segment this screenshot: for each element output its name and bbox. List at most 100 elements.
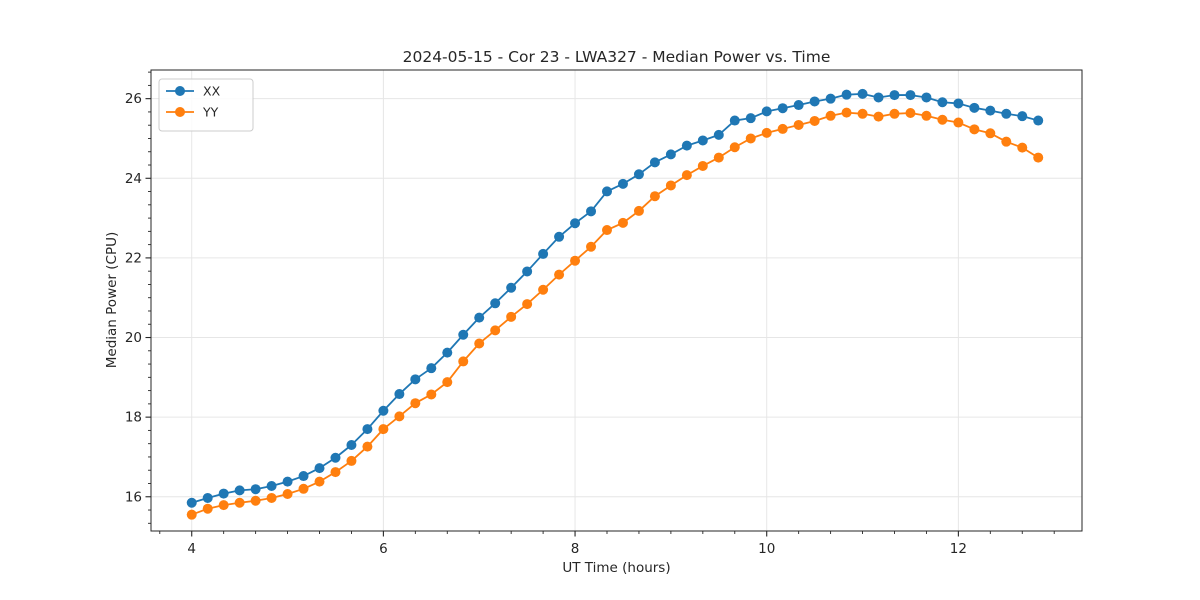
- data-point-YY: [522, 299, 533, 310]
- data-point-YY: [202, 503, 213, 514]
- data-point-YY: [586, 241, 597, 252]
- data-point-YY: [857, 108, 868, 119]
- data-point-XX: [873, 92, 884, 103]
- data-point-YY: [1017, 142, 1028, 153]
- data-point-YY: [186, 509, 197, 520]
- chart-title: 2024-05-15 - Cor 23 - LWA327 - Median Po…: [402, 48, 831, 66]
- x-tick-label: 12: [950, 541, 967, 557]
- x-tick-label: 8: [571, 541, 580, 557]
- data-point-XX: [969, 102, 980, 113]
- data-point-YY: [394, 411, 405, 422]
- data-point-YY: [298, 483, 309, 494]
- data-point-XX: [186, 497, 197, 508]
- legend-label: YY: [202, 105, 219, 120]
- y-tick-label: 18: [125, 410, 142, 426]
- data-point-XX: [538, 248, 549, 259]
- data-point-XX: [314, 463, 325, 474]
- data-point-XX: [825, 93, 836, 104]
- data-point-XX: [761, 106, 772, 117]
- data-point-XX: [841, 89, 852, 100]
- data-point-XX: [474, 312, 485, 323]
- legend-item-YY: YY: [166, 105, 219, 120]
- data-point-XX: [586, 206, 597, 217]
- data-point-XX: [346, 440, 357, 451]
- data-point-XX: [298, 471, 309, 482]
- data-point-XX: [633, 169, 644, 180]
- data-point-YY: [777, 123, 788, 134]
- data-point-YY: [697, 160, 708, 171]
- data-point-XX: [905, 90, 916, 101]
- data-point-XX: [681, 140, 692, 151]
- data-point-XX: [266, 481, 277, 492]
- data-point-XX: [522, 266, 533, 277]
- data-point-XX: [1017, 111, 1028, 122]
- data-point-YY: [713, 152, 724, 163]
- data-point-YY: [490, 325, 501, 336]
- data-point-XX: [937, 97, 948, 108]
- series-YY: [186, 107, 1044, 520]
- data-point-XX: [554, 231, 565, 242]
- data-point-YY: [649, 191, 660, 202]
- data-point-XX: [458, 329, 469, 340]
- data-point-YY: [266, 492, 277, 503]
- data-point-YY: [921, 110, 932, 121]
- data-point-YY: [346, 455, 357, 466]
- data-point-XX: [1033, 115, 1044, 126]
- x-tick-label: 6: [379, 541, 388, 557]
- data-point-YY: [250, 495, 261, 506]
- data-point-XX: [394, 389, 405, 400]
- series-line-YY: [191, 111, 1039, 516]
- data-point-YY: [905, 107, 916, 118]
- legend: XX YY: [158, 78, 254, 132]
- data-point-YY: [314, 476, 325, 487]
- gridlines: [151, 70, 1082, 531]
- data-point-YY: [761, 127, 772, 138]
- data-point-YY: [841, 107, 852, 118]
- data-point-YY: [378, 424, 389, 435]
- data-point-YY: [937, 114, 948, 125]
- data-point-XX: [809, 96, 820, 107]
- series-line-XX: [191, 92, 1039, 504]
- data-point-XX: [985, 105, 996, 116]
- y-tick-label: 16: [125, 489, 142, 505]
- data-point-XX: [793, 100, 804, 111]
- data-point-YY: [601, 225, 612, 236]
- data-point-YY: [729, 142, 740, 153]
- data-point-YY: [1033, 152, 1044, 163]
- y-tick-label: 22: [125, 250, 142, 266]
- ticks: 4 6 8 10 12 16 18 20 22 24 26: [125, 71, 1055, 557]
- data-point-XX: [745, 113, 756, 124]
- data-point-YY: [234, 497, 245, 508]
- data-point-XX: [921, 92, 932, 103]
- data-point-XX: [202, 492, 213, 503]
- data-point-YY: [282, 488, 293, 499]
- data-point-XX: [234, 485, 245, 496]
- data-point-XX: [777, 103, 788, 114]
- data-point-XX: [250, 484, 261, 495]
- data-point-XX: [490, 298, 501, 309]
- data-point-YY: [633, 205, 644, 216]
- data-point-XX: [330, 452, 341, 463]
- legend-marker-icon: [175, 86, 185, 96]
- data-point-XX: [665, 149, 676, 160]
- data-point-XX: [506, 282, 517, 293]
- y-tick-label: 20: [125, 330, 142, 346]
- data-point-YY: [873, 111, 884, 122]
- data-point-YY: [474, 338, 485, 349]
- data-point-YY: [410, 398, 421, 409]
- data-point-YY: [506, 311, 517, 322]
- data-point-XX: [570, 218, 581, 229]
- data-point-YY: [330, 467, 341, 478]
- data-point-YY: [665, 180, 676, 191]
- data-point-XX: [1001, 108, 1012, 119]
- series-XX: [186, 88, 1044, 508]
- data-point-YY: [825, 110, 836, 121]
- x-tick-label: 10: [758, 541, 775, 557]
- data-point-XX: [362, 424, 373, 435]
- data-point-XX: [442, 347, 453, 358]
- data-point-XX: [713, 129, 724, 140]
- data-point-YY: [554, 269, 565, 280]
- data-point-YY: [889, 108, 900, 119]
- data-point-YY: [218, 500, 229, 511]
- data-point-XX: [426, 363, 437, 374]
